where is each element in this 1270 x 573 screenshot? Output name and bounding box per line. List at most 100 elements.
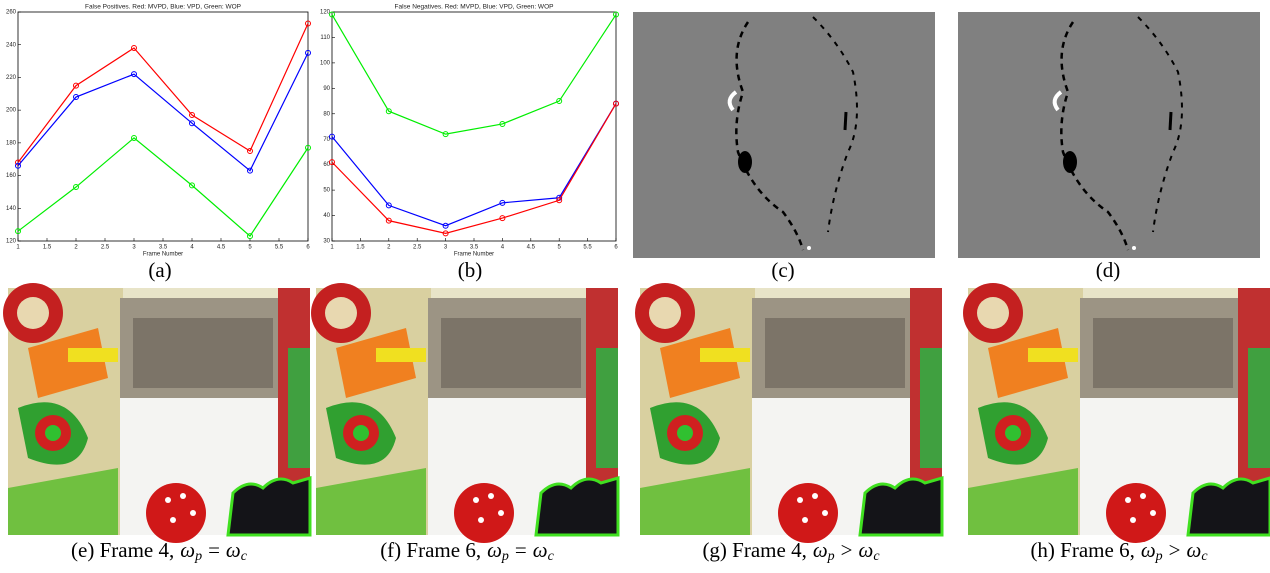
data-point	[131, 134, 137, 141]
y-tick-label: 140	[6, 206, 17, 212]
x-tick-label: 1	[330, 245, 334, 251]
data-point	[442, 131, 449, 138]
data-point	[499, 199, 506, 206]
x-tick-label: 5	[558, 245, 562, 251]
mask-image-c	[631, 10, 937, 260]
math-subscript: c	[548, 549, 555, 564]
photo-f	[309, 281, 620, 545]
math-symbol: ω	[226, 538, 241, 562]
y-tick-label: 180	[6, 140, 17, 146]
data-point	[73, 94, 79, 101]
caption: (c)	[771, 258, 794, 282]
series-line	[17, 52, 309, 172]
caption-text: (h) Frame 6,	[1030, 538, 1134, 562]
x-tick-label: 6	[614, 245, 618, 251]
data-point	[73, 184, 79, 191]
math-symbol: ω	[487, 538, 502, 562]
series-line	[17, 23, 309, 163]
x-tick-label: 5	[248, 245, 252, 251]
x-tick-label: 2	[74, 245, 78, 251]
x-tick-label: 4.5	[217, 245, 226, 251]
data-point	[499, 215, 506, 222]
math-subscript: p	[501, 549, 509, 564]
data-point	[385, 108, 392, 115]
math-subscript: c	[1201, 549, 1208, 564]
x-tick-label: 2.5	[413, 245, 422, 251]
y-tick-label: 60	[323, 162, 330, 168]
math-operator: =	[515, 538, 527, 562]
caption: (h) Frame 6, ωp > ωc	[1030, 538, 1208, 564]
x-tick-label: 1.5	[356, 245, 365, 251]
math-symbol: ω	[1141, 538, 1156, 562]
y-tick-label: 30	[323, 239, 330, 245]
data-point	[15, 228, 21, 235]
x-tick-label: 5.5	[275, 245, 284, 251]
y-tick-label: 120	[6, 239, 17, 245]
x-tick-label: 1	[16, 245, 20, 251]
series-line	[331, 103, 617, 234]
data-point	[442, 230, 449, 237]
y-tick-label: 240	[6, 42, 17, 48]
series-line	[17, 137, 309, 237]
data-point	[329, 133, 335, 140]
math-operator: =	[208, 538, 220, 562]
data-point	[613, 100, 619, 107]
data-point	[189, 120, 195, 127]
chart-title: False Positives. Red: MVPD, Blue: VPD, G…	[85, 4, 241, 11]
x-tick-label: 3.5	[470, 245, 479, 251]
y-tick-label: 40	[323, 213, 330, 219]
data-point	[329, 159, 335, 166]
data-point	[131, 71, 137, 78]
series-line	[331, 14, 617, 135]
data-point	[189, 112, 195, 119]
photo-h	[961, 281, 1270, 545]
math-operator: >	[1169, 538, 1181, 562]
x-tick-label: 2	[387, 245, 391, 251]
x-tick-label: 4.5	[527, 245, 536, 251]
x-axis-label: Frame Number	[143, 252, 183, 258]
caption: (g) Frame 4, ωp > ωc	[702, 538, 880, 564]
caption-text: (g) Frame 4,	[702, 538, 806, 562]
caption: (a)	[148, 258, 171, 282]
caption: (d)	[1096, 258, 1121, 282]
caption-text: (f) Frame 6,	[380, 538, 481, 562]
plot-area	[17, 11, 309, 242]
x-tick-label: 3	[132, 245, 136, 251]
x-tick-label: 1.5	[43, 245, 52, 251]
data-point	[329, 11, 335, 18]
y-tick-label: 70	[323, 137, 330, 143]
math-symbol: ω	[1187, 538, 1202, 562]
y-tick-label: 90	[323, 86, 330, 92]
math-subscript: p	[827, 549, 835, 564]
caption: (e) Frame 4, ωp = ωc	[71, 538, 248, 564]
data-point	[15, 162, 21, 169]
y-tick-label: 200	[6, 108, 17, 114]
math-subscript: p	[1155, 549, 1163, 564]
math-subscript: c	[241, 549, 248, 564]
data-point	[247, 233, 253, 240]
mask-image-d	[956, 10, 1262, 260]
math-symbol: ω	[533, 538, 548, 562]
data-point	[499, 120, 506, 127]
data-point	[73, 82, 79, 89]
data-point	[189, 182, 195, 189]
x-tick-label: 5.5	[583, 245, 592, 251]
data-point	[305, 49, 311, 56]
x-tick-label: 3.5	[159, 245, 168, 251]
y-tick-label: 100	[320, 60, 331, 66]
photo-e	[1, 281, 312, 545]
plot-area	[331, 11, 617, 242]
data-point	[613, 11, 619, 18]
data-point	[556, 197, 563, 204]
x-axis-label: Frame Number	[454, 252, 494, 258]
caption-text: (e) Frame 4,	[71, 538, 174, 562]
math-symbol: ω	[859, 538, 874, 562]
x-tick-label: 2.5	[101, 245, 110, 251]
caption: (f) Frame 6, ωp = ωc	[380, 538, 554, 564]
data-point	[305, 144, 311, 151]
math-symbol: ω	[813, 538, 828, 562]
y-tick-label: 120	[320, 10, 331, 16]
data-point	[247, 167, 253, 174]
data-point	[442, 222, 449, 229]
